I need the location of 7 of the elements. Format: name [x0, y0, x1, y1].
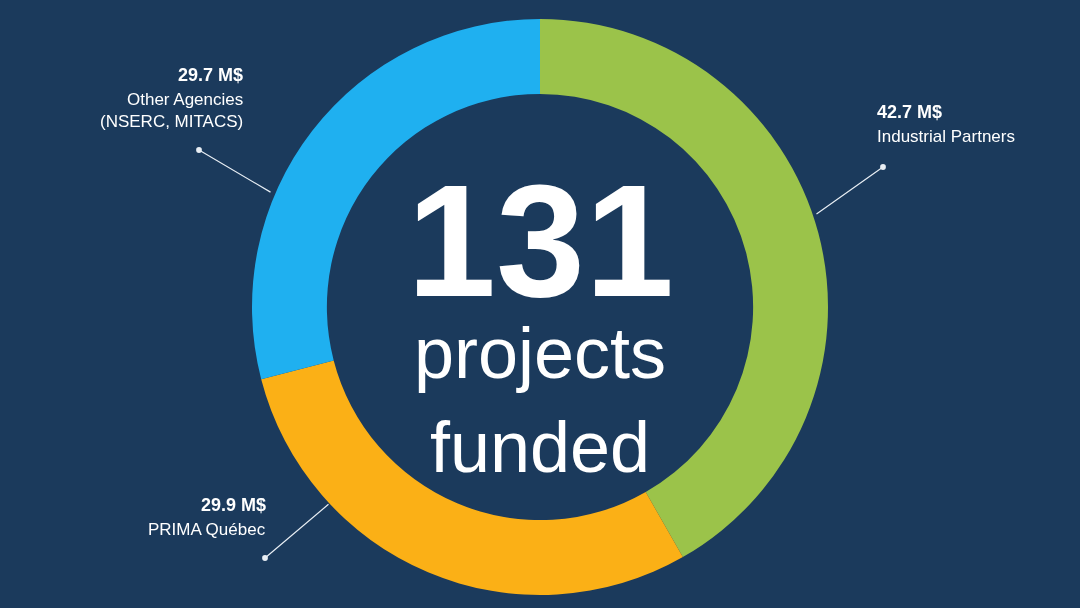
- data-label: 29.9 M$: [201, 495, 267, 515]
- slice-label: Other Agencies (NSERC, MITACS): [100, 90, 244, 132]
- slice-label: PRIMA Québec: [148, 520, 266, 539]
- data-label: 29.7 M$: [178, 65, 244, 85]
- data-label: 42.7 M$: [877, 102, 943, 122]
- text: projects funded: [414, 313, 667, 487]
- slice-label: Industrial Partners: [877, 127, 1015, 146]
